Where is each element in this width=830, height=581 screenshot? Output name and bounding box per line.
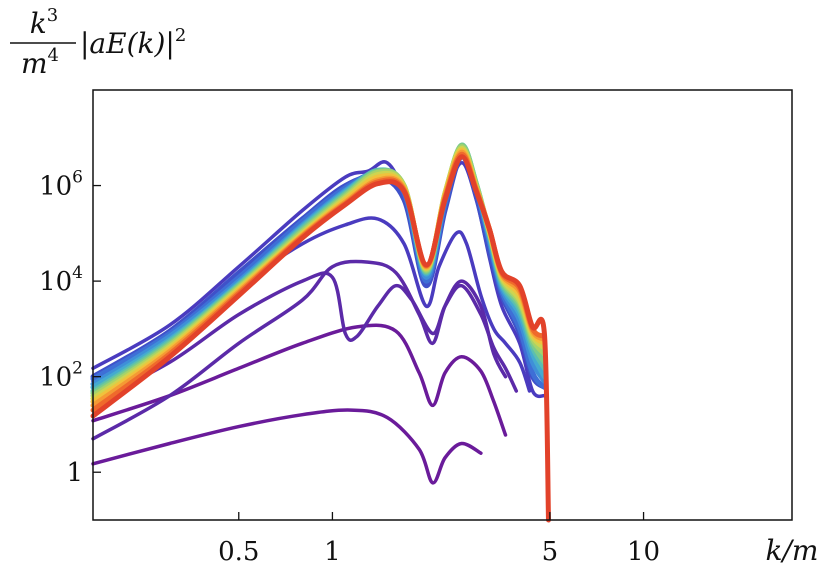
y-tick-label-2: 104 (39, 263, 83, 297)
ylabel-factor: |aE(k)| (80, 27, 175, 60)
ylabel-factor-exp: 2 (175, 25, 186, 46)
ylabel-numerator: k (30, 7, 47, 40)
ylabel-denominator-exp: 4 (48, 45, 59, 66)
svg-text:m4: m4 (21, 45, 59, 80)
y-axis-label: k3 m4 |aE(k)|2 (10, 5, 186, 80)
svg-text:|aE(k)|2: |aE(k)|2 (80, 25, 186, 60)
series-line-1 (91, 323, 508, 437)
x-axis-label: k/m (766, 534, 819, 567)
y-tick-label-3: 106 (39, 168, 83, 202)
plot-frame (92, 89, 793, 521)
x-tick-label-2: 5 (542, 537, 559, 567)
y-tick-label-1: 102 (39, 359, 83, 393)
series-layer (90, 142, 551, 523)
x-tick-label-0: 0.5 (218, 537, 259, 567)
series-line-3 (91, 271, 519, 404)
x-tick-label-1: 1 (324, 537, 341, 567)
series-line-17 (90, 154, 551, 523)
series-line-2 (91, 259, 508, 441)
y-tick-label-0: 1 (66, 458, 83, 488)
ylabel-denominator: m (21, 47, 48, 80)
svg-text:k3: k3 (30, 5, 58, 40)
ylabel-numerator-exp: 3 (47, 5, 58, 26)
ticks-layer: 0.5 1 5 10 1 102 104 106 (39, 168, 660, 567)
series-line-0 (91, 408, 483, 485)
x-tick-label-3: 10 (627, 537, 660, 567)
